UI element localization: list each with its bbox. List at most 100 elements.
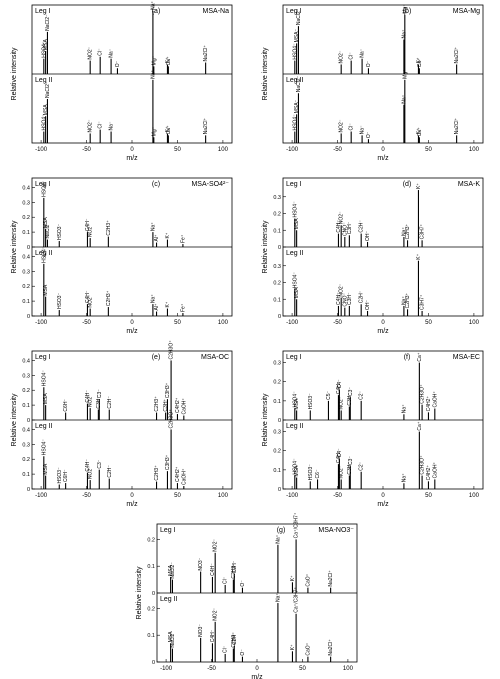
x-tick-label: -100	[286, 320, 299, 326]
peak-label: C3⁻	[348, 456, 354, 465]
peak-label: Cl⁻	[349, 123, 355, 131]
peak-label: C2⁻	[359, 390, 365, 399]
peak-label: C2H3⁺	[405, 224, 411, 240]
peak-label: O⁻	[240, 649, 246, 656]
peak-label: MSA	[168, 631, 174, 643]
peak-label: NO2⁻	[339, 119, 345, 132]
x-tick-label: 0	[381, 493, 385, 499]
peak-label: O⁻	[366, 60, 372, 67]
peak-label: NaCl2⁻	[45, 81, 51, 98]
peak-label: C4H⁻	[336, 292, 342, 305]
peak-label: C4H⁻	[85, 218, 91, 231]
x-tick-label: 0	[130, 147, 134, 153]
peak-label: Ca⁺	[417, 127, 423, 136]
peak-label: CaOH⁺	[432, 391, 438, 408]
peak-label: Na⁺	[275, 593, 281, 602]
panel-title: MSA-Mg	[453, 8, 480, 15]
peak-label: C2H3O⁺	[420, 384, 426, 404]
peak-label: MSA	[294, 287, 300, 299]
peak-label: C2H⁻	[107, 465, 113, 478]
y-tick-label: 0.3	[273, 361, 281, 367]
x-tick-label: -50	[82, 320, 91, 326]
y-tick-label: 0.1	[22, 230, 30, 236]
peak-label: C3H3⁺	[165, 382, 171, 398]
y-tick-label: 0.1	[273, 468, 281, 474]
y-tick-label: 0	[278, 487, 281, 493]
peak-label: C2H3⁺	[405, 293, 411, 309]
peak-label: NO3⁻	[198, 557, 204, 570]
peak-label: Na2Cl⁺	[454, 47, 460, 64]
peak-label: NaCl2⁻	[45, 14, 51, 31]
peak-label: C2H3⁺	[154, 465, 160, 481]
peak-label: C2⁻	[359, 461, 365, 470]
peak-label: C3H7⁺	[420, 294, 426, 310]
peak-label: MSA	[43, 463, 49, 475]
peak-label: NaCl2⁻	[170, 631, 176, 648]
peak-label: NO2⁻	[339, 50, 345, 63]
x-tick-label: 50	[174, 320, 181, 326]
peak-label: K⁺	[165, 232, 171, 238]
y-tick-label: 0.1	[273, 399, 281, 405]
y-tick-label: 0.4	[22, 185, 30, 191]
peak-label: CaO⁺	[305, 642, 311, 655]
peak-label: Na⁺	[401, 473, 407, 482]
x-tick-label: -100	[286, 147, 299, 153]
peak-label: NO2⁻	[88, 46, 94, 59]
peak-label: Na⁺	[150, 69, 156, 78]
peak-label: C4H2⁺	[426, 465, 432, 481]
leg-label: Leg I	[35, 8, 51, 15]
peak-label: C2H⁻	[359, 220, 365, 233]
peak-label: K⁺	[416, 57, 422, 63]
peak-label: CaOH⁺	[181, 398, 187, 415]
y-tick-label: 0.3	[273, 264, 281, 270]
panel-letter: (c)	[152, 181, 160, 188]
leg-label: Leg I	[286, 181, 302, 188]
y-axis-label: Relative intensity	[11, 220, 18, 273]
peak-label: NaCl2⁻	[296, 8, 302, 25]
x-tick-label: -100	[35, 320, 48, 326]
y-tick-label: 0	[27, 245, 30, 251]
y-tick-label: 0.1	[147, 633, 155, 639]
y-axis-label: Relative intensity	[262, 393, 269, 446]
peak-label: C4H⁻	[336, 450, 342, 463]
leg-label: Leg II	[35, 250, 53, 257]
peak-label: NO2⁻	[88, 294, 94, 307]
peak-label: Al⁺	[154, 303, 160, 310]
peak-label: HSO4⁻	[292, 272, 298, 289]
peak-label: Na⁻	[360, 48, 366, 57]
peak-label: Na2Cl⁺	[328, 639, 334, 656]
peak-label: C4H⁻	[85, 459, 91, 472]
y-tick-label: 0.1	[273, 297, 281, 303]
peak-label: C6H⁻	[63, 469, 69, 482]
x-tick-label: 100	[469, 493, 480, 499]
peak-label: NaCl2⁻	[45, 222, 51, 239]
peak-label: NO2⁻	[88, 119, 94, 132]
y-tick-label: 0.3	[273, 430, 281, 436]
peak-label: Na⁺	[275, 534, 281, 543]
peak-label: Fe⁺	[180, 234, 186, 243]
peak-label: C2H⁻	[232, 632, 238, 645]
peak-label: MSA	[43, 39, 49, 51]
peak-label: C3⁻	[348, 387, 354, 396]
peak-label: Na⁻	[109, 48, 115, 57]
peak-label: C3H⁻	[347, 221, 353, 234]
y-axis-label: Relative intensity	[262, 47, 269, 100]
peak-label: HSO4⁻	[292, 43, 298, 60]
y-tick-label: 0.3	[22, 269, 30, 275]
peak-label: MSA	[43, 393, 49, 405]
y-tick-label: 0.1	[22, 299, 30, 305]
peak-label: CaOH⁺	[181, 468, 187, 485]
chart-panel-e: Leg I00.10.20.30.4HSO4⁻MSAC6H⁻C4H⁻NO2⁻C3…	[11, 340, 233, 508]
x-tick-label: 0	[255, 666, 259, 672]
y-tick-label: 0.2	[273, 380, 281, 386]
peak-label: Cl⁻	[98, 121, 104, 129]
peak-label: Ca⁺	[417, 352, 423, 361]
x-tick-label: 50	[299, 666, 306, 672]
x-tick-label: 0	[381, 147, 385, 153]
x-tick-label: 100	[218, 320, 229, 326]
y-tick-label: 0.4	[22, 427, 30, 433]
y-tick-label: 0.1	[273, 228, 281, 234]
